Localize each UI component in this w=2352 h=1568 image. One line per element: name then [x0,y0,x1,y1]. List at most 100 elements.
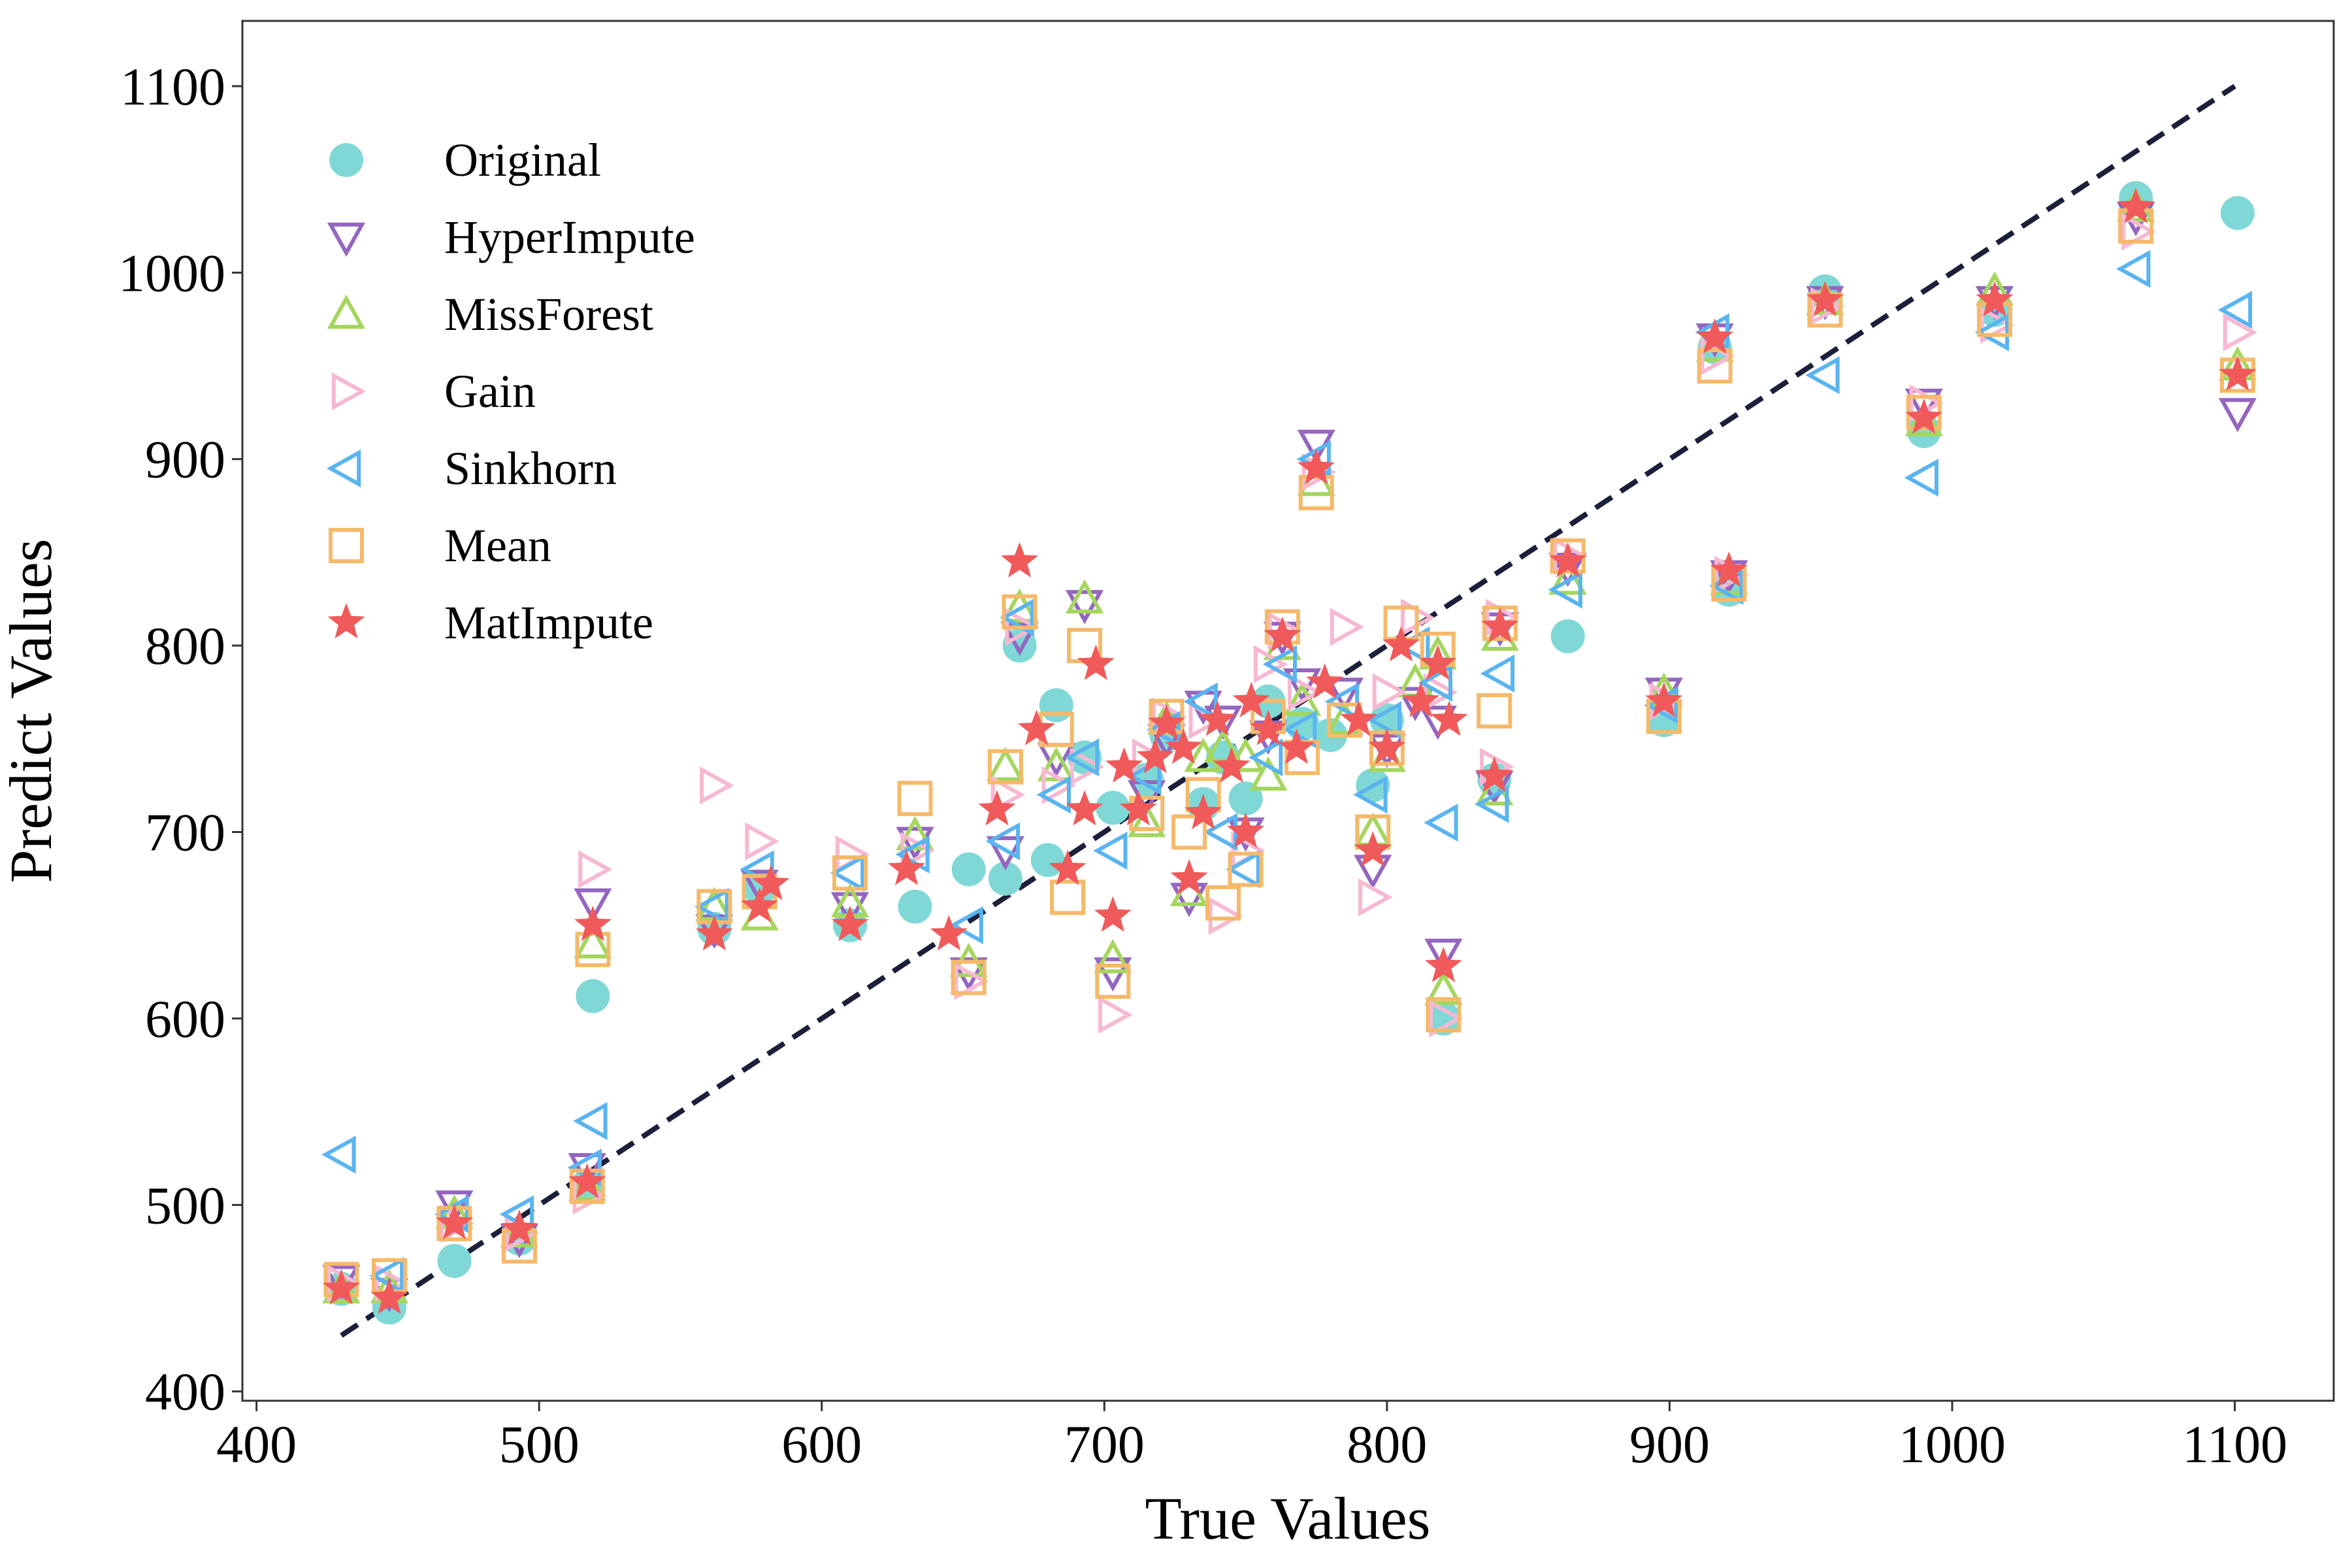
legend-item-original: Original [329,134,601,186]
data-point-matimpute [1264,616,1301,653]
data-point-mean [1205,885,1241,921]
legend-label: Gain [444,365,536,417]
data-point-mean [1426,997,1462,1033]
legend: Original HyperImpute MissForest Gain Sinkhor… [326,134,695,649]
data-point-mean [1298,475,1334,511]
data-point-matimpute [1424,947,1462,983]
legend-item-gain: Gain [331,365,536,417]
data-point-matimpute [1905,398,1943,434]
x-tick-label: 500 [499,1414,580,1474]
data-point-sinkhorn [1324,682,1360,721]
data-point-original [1426,1001,1461,1036]
data-point-matimpute [1094,896,1132,932]
data-point-hyperimpute [2218,398,2257,433]
data-point-missforest [574,924,612,958]
data-point-sinkhorn [1064,738,1100,777]
y-tick-label: 1000 [118,243,225,302]
data-point-matimpute [1806,281,1844,317]
x-tick-label: 700 [1064,1414,1145,1474]
data-point-matimpute [1136,738,1174,774]
data-point-mean [832,855,868,891]
data-point-matimpute [1277,728,1315,764]
data-point-gain [1041,766,1076,805]
data-point-original [1550,619,1585,653]
legend-marker-sinkhorn [326,449,361,488]
data-point-original [437,1243,472,1278]
data-point-sinkhorn [1480,654,1515,693]
data-point-matimpute [1549,542,1587,578]
legend-item-missforest: MissForest [327,288,653,340]
data-point-original [2220,195,2255,230]
data-point-original [1228,781,1263,816]
legend-marker-missforest [327,294,366,329]
x-tick-label: 600 [781,1414,862,1474]
data-point-matimpute [568,1163,606,1199]
data-point-sinkhorn [1282,710,1317,749]
data-point-matimpute [930,915,968,951]
data-point-matimpute [1696,318,1734,354]
legend-label: MissForest [444,288,653,340]
data-point-sinkhorn [1036,776,1071,814]
data-point-sinkhorn [949,906,983,945]
data-point-sinkhorn [1974,313,2010,351]
data-point-matimpute [695,915,733,951]
data-point-mean [987,749,1023,785]
data-point-gain [1070,747,1105,786]
reference-line [340,84,2236,1338]
y-tick-label: 500 [145,1175,225,1235]
data-point-mean [897,781,933,817]
data-point-sinkhorn [1367,701,1402,740]
data-point-matimpute [1475,756,1513,792]
legend-item-sinkhorn: Sinkhorn [326,442,617,495]
legend-marker-matimpute [327,603,365,639]
data-point-matimpute [752,864,790,900]
data-point-matimpute [1430,700,1468,736]
data-point-mean [1095,963,1131,999]
data-point-hyperimpute [830,892,870,926]
data-point-matimpute [1119,790,1157,826]
data-point-mean [1002,594,1037,630]
data-point-gain [1980,306,2015,344]
data-point-original [576,979,610,1013]
x-tick-label: 800 [1347,1414,1427,1474]
data-point-mean [1171,814,1207,850]
data-point-matimpute [1170,858,1208,895]
data-point-matimpute [1077,644,1115,680]
data-point-matimpute [1232,681,1270,717]
data-point-original [898,889,932,924]
data-point-mean [1050,879,1086,915]
data-point-gain [1330,608,1365,646]
data-point-sinkhorn [895,835,930,874]
data-point-sinkhorn [1424,804,1458,842]
data-point-sinkhorn [1093,832,1128,870]
series-matimpute [322,188,2257,1315]
data-point-sinkhorn [1418,664,1452,702]
data-point-hyperimpute [1904,388,1943,423]
data-point-hyperimpute [1283,668,1322,703]
data-point-gain [990,776,1026,814]
data-point-matimpute [370,1279,408,1315]
data-point-gain [1287,673,1322,711]
data-point-gain [578,850,613,889]
data-point-matimpute [2117,188,2155,223]
data-point-matimpute [888,849,926,885]
data-point-sinkhorn [321,1135,356,1174]
data-point-sinkhorn [573,1102,608,1140]
data-point-matimpute [1481,607,1519,643]
data-point-mean [1697,348,1733,384]
data-point-gain [954,962,988,1000]
data-point-sinkhorn [2217,291,2253,329]
data-point-gain [1423,673,1458,711]
data-point-matimpute [831,906,869,941]
data-point-gain [1358,878,1393,917]
data-point-gain [745,822,779,860]
legend-label: HyperImpute [444,211,695,263]
axis-ticks: 400 500 600 700 800 900 1000 1100 400 500 600 700 80… [118,57,2287,1474]
data-point-missforest [1037,747,1075,781]
data-point-matimpute [1001,542,1039,578]
data-point-original [1096,791,1130,825]
data-point-mean [951,960,987,996]
data-point-mean [1477,693,1512,728]
data-point-sinkhorn [1262,645,1297,683]
data-point-matimpute [1402,681,1440,717]
